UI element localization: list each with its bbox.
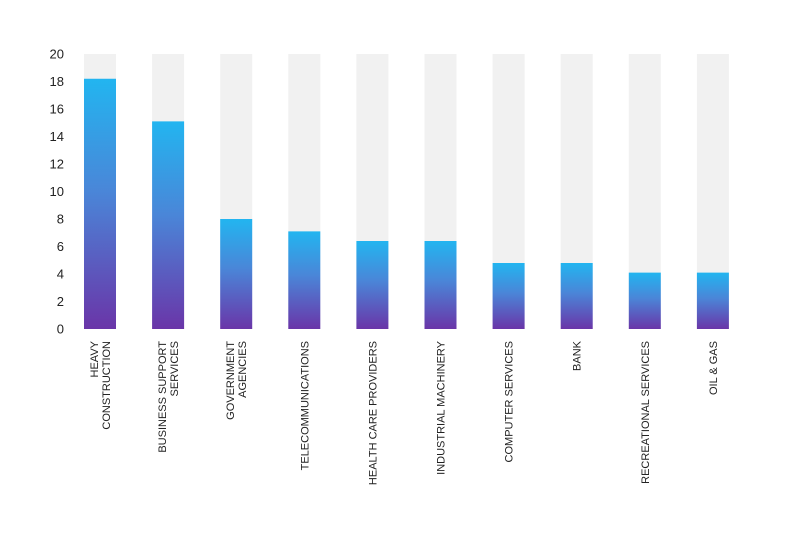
x-tick-label: HEAVY CONSTRUCTION (89, 340, 113, 429)
bar (152, 121, 185, 329)
x-tick-label: OIL & GAS (708, 341, 720, 395)
x-tick-label-line: BANK (572, 340, 584, 371)
x-tick-label: COMPUTER SERVICES (504, 341, 516, 462)
y-tick-label: 10 (50, 184, 64, 199)
y-tick-label: 2 (57, 294, 64, 309)
x-tick-label: GOVERNMENT AGENCIES (225, 341, 249, 420)
x-tick-label: BUSINESS SUPPORT SERVICES (157, 341, 181, 453)
bar (628, 272, 661, 329)
bar (560, 263, 593, 329)
y-tick-label: 4 (57, 267, 64, 282)
x-tick-label-line: INDUSTRIAL MACHINERY (436, 340, 448, 475)
x-axis: HEAVY CONSTRUCTION BUSINESS SUPPORT SERVICE… (89, 340, 720, 485)
y-tick-label: 8 (57, 212, 64, 227)
x-tick-label-line: COMPUTER SERVICES (504, 341, 516, 462)
bar (424, 241, 457, 329)
y-tick-label: 16 (50, 102, 64, 117)
x-tick-label-line: CONSTRUCTION (101, 341, 113, 430)
x-tick-label: RECREATIONAL SERVICES (640, 341, 652, 484)
x-tick-label-line: HEALTH CARE PROVIDERS (367, 341, 379, 485)
bar (356, 241, 389, 329)
y-tick-label: 6 (57, 239, 64, 254)
bar (288, 231, 321, 329)
x-tick-label-line: GOVERNMENT (225, 341, 237, 420)
bar (84, 78, 116, 329)
y-tick-label: 12 (50, 157, 64, 172)
x-tick-label-line: HEAVY (89, 340, 101, 377)
y-tick-label: 18 (50, 74, 64, 89)
x-tick-label-line: AGENCIES (237, 341, 249, 398)
bar (220, 219, 253, 329)
y-tick-label: 0 (57, 322, 64, 337)
y-axis: 0 2 4 6 8 10 12 14 16 18 20 (50, 47, 64, 337)
bar (696, 272, 729, 329)
x-tick-label-line: OIL & GAS (708, 341, 720, 395)
x-tick-label-line: TELECOMMUNICATIONS (299, 341, 311, 470)
bar (492, 263, 525, 329)
y-tick-label: 14 (50, 129, 64, 144)
x-tick-label: HEALTH CARE PROVIDERS (367, 341, 379, 485)
x-tick-label-line: BUSINESS SUPPORT (157, 341, 169, 453)
y-tick-label: 20 (50, 47, 64, 62)
plot-area (84, 54, 729, 329)
x-tick-label-line: SERVICES (169, 341, 181, 396)
x-tick-label: TELECOMMUNICATIONS (299, 341, 311, 470)
x-tick-label-line: RECREATIONAL SERVICES (640, 341, 652, 484)
x-tick-label: INDUSTRIAL MACHINERY (436, 340, 448, 475)
x-tick-label: BANK (572, 340, 584, 371)
